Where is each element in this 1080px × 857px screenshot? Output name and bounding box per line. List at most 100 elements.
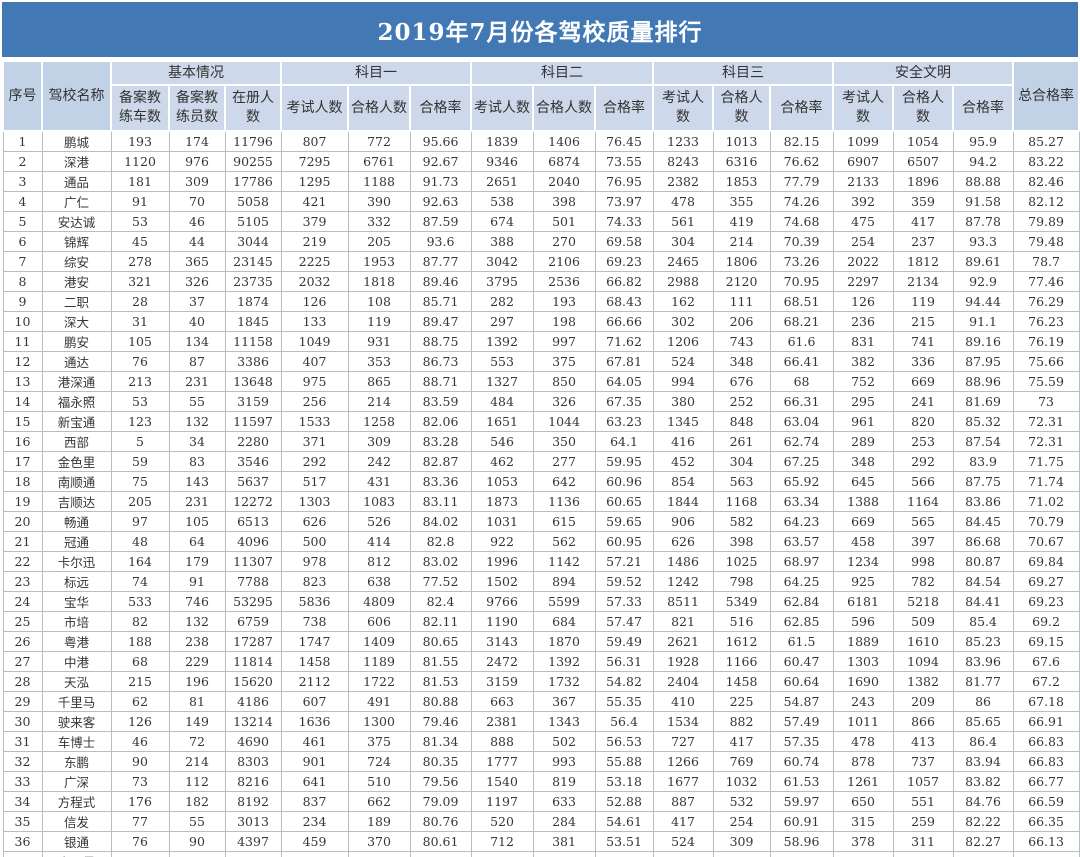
- table-row: 31 车博士 46 72 4690 461 375 81.34 888 502 56.53 727 41…: [2, 731, 1080, 752]
- value-cell: 741: [892, 331, 954, 352]
- value-cell: 538: [470, 191, 534, 212]
- value-cell: 181: [110, 171, 170, 192]
- value-cell: 8303: [224, 751, 282, 772]
- value-cell: 133: [280, 311, 349, 332]
- value-cell: 83: [168, 451, 226, 472]
- value-cell: 179: [168, 551, 226, 572]
- value-cell: 676: [712, 371, 771, 392]
- value-cell: 67.18: [1012, 691, 1080, 712]
- value-cell: 64.05: [594, 371, 654, 392]
- value-cell: 60.91: [769, 811, 834, 832]
- value-cell: 69.2: [1012, 611, 1080, 632]
- value-cell: 162: [652, 291, 714, 312]
- value-cell: 77.46: [1012, 271, 1080, 292]
- value-cell: 3143: [470, 631, 534, 652]
- group-header-safety: 安全文明: [832, 60, 1015, 86]
- value-cell: 397: [892, 531, 954, 552]
- value-cell: 4690: [224, 731, 282, 752]
- value-cell: 91.58: [952, 191, 1014, 212]
- value-cell: 46: [110, 731, 170, 752]
- table-row: 30 驶来客 126 149 13214 1636 1300 79.46 2381 1343 56.…: [2, 711, 1080, 732]
- page-title: 2019年7月份各驾校质量排行: [377, 18, 703, 46]
- value-cell: 295: [832, 391, 894, 412]
- value-cell: 86: [952, 691, 1014, 712]
- value-cell: 475: [832, 211, 894, 232]
- value-cell: 85.32: [952, 411, 1014, 432]
- value-cell: 81.55: [409, 651, 472, 672]
- value-cell: 66.91: [1012, 711, 1080, 732]
- value-cell: 67.6: [1012, 651, 1080, 672]
- value-cell: 1295: [280, 171, 349, 192]
- value-cell: 59.97: [769, 791, 834, 812]
- value-cell: 1053: [470, 471, 534, 492]
- school-name-cell: 新宝通: [41, 411, 112, 432]
- value-cell: 5: [110, 431, 170, 452]
- value-cell: 407: [280, 351, 349, 372]
- col-header-s2-rate: 合格率: [594, 84, 655, 132]
- value-cell: 95.9: [952, 130, 1014, 152]
- value-cell: 348: [832, 451, 894, 472]
- value-cell: 1458: [712, 671, 771, 692]
- value-cell: 48: [110, 531, 170, 552]
- value-cell: 81.69: [952, 391, 1014, 412]
- value-cell: 978: [280, 551, 349, 572]
- value-cell: 1502: [470, 571, 534, 592]
- value-cell: 1242: [652, 571, 714, 592]
- value-cell: 311: [892, 831, 954, 852]
- value-cell: 112: [168, 771, 226, 792]
- col-header-s3-pass: 合格人数: [712, 84, 772, 132]
- value-cell: 63.57: [769, 531, 834, 552]
- school-name-cell: 综安: [41, 251, 112, 272]
- value-cell: 615: [532, 511, 596, 532]
- value-cell: 1953: [347, 251, 411, 272]
- value-cell: 237: [892, 231, 954, 252]
- table-row: 20 畅通 97 105 6513 626 526 84.02 1031 615 59.65 906 5…: [2, 511, 1080, 532]
- value-cell: 59: [110, 451, 170, 472]
- value-cell: 906: [652, 511, 714, 532]
- value-cell: 40: [168, 311, 226, 332]
- value-cell: 62.85: [769, 611, 834, 632]
- school-name-cell: 港安: [41, 271, 112, 292]
- rank-cell: 8: [2, 271, 43, 292]
- value-cell: 1747: [280, 631, 349, 652]
- value-cell: 1896: [892, 171, 954, 192]
- value-cell: 1486: [652, 551, 714, 572]
- value-cell: 724: [347, 751, 411, 772]
- value-cell: 746: [168, 591, 226, 612]
- value-cell: 92.9: [952, 271, 1014, 292]
- value-cell: 80.88: [409, 691, 472, 712]
- value-cell: 533: [110, 591, 170, 612]
- school-name-cell: 冠通: [41, 531, 112, 552]
- value-cell: 60.65: [594, 491, 654, 512]
- value-cell: 75.59: [1012, 371, 1080, 392]
- value-cell: 563: [712, 471, 771, 492]
- value-cell: 92.63: [409, 191, 472, 212]
- value-cell: 70: [168, 191, 226, 212]
- rank-cell: 20: [2, 511, 43, 532]
- value-cell: 359: [892, 191, 954, 212]
- col-header-s1-pass: 合格人数: [347, 84, 412, 132]
- value-cell: 596: [832, 611, 894, 632]
- value-cell: 11158: [224, 331, 282, 352]
- value-cell: 2134: [892, 271, 954, 292]
- value-cell: 1057: [892, 771, 954, 792]
- value-cell: 60.47: [769, 651, 834, 672]
- value-cell: 3044: [224, 231, 282, 252]
- value-cell: 8243: [652, 151, 714, 172]
- value-cell: 1166: [712, 651, 771, 672]
- value-cell: 848: [712, 411, 771, 432]
- value-cell: 606: [347, 611, 411, 632]
- value-cell: 79.89: [1012, 211, 1080, 232]
- value-cell: 54.87: [769, 691, 834, 712]
- table-row: 19 吉顺达 205 231 12272 1303 1083 83.11 1873 1136 60.…: [2, 491, 1080, 512]
- value-cell: 674: [470, 211, 534, 232]
- school-name-cell: 天泓: [41, 671, 112, 692]
- value-cell: 11814: [224, 651, 282, 672]
- table-row: 24 宝华 533 746 53295 5836 4809 82.4 9766 5599 57.33…: [2, 591, 1080, 612]
- value-cell: 37: [168, 291, 226, 312]
- school-name-cell: 信发: [41, 811, 112, 832]
- school-name-cell: 广仁: [41, 191, 112, 212]
- value-cell: 1722: [347, 671, 411, 692]
- school-name-cell: 市培: [41, 611, 112, 632]
